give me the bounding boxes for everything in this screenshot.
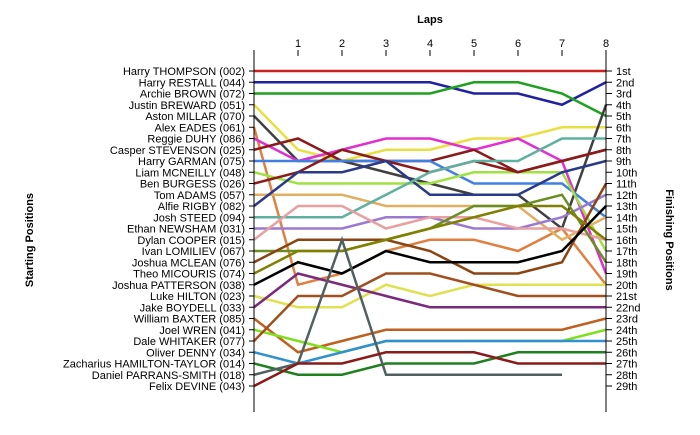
series-line bbox=[253, 182, 608, 275]
series-line bbox=[254, 193, 607, 230]
finishing-position-label: 20th bbox=[616, 280, 637, 292]
finishing-position-label: 6th bbox=[616, 122, 631, 134]
starting-position-label: Josh STEED (094) bbox=[153, 212, 245, 224]
starting-position-label: Zacharius HAMILTON-TAYLOR (014) bbox=[63, 359, 245, 371]
x-axis-title: Laps bbox=[417, 14, 443, 26]
finishing-position-label: 24th bbox=[616, 325, 637, 337]
starting-position-label: Harry THOMPSON (002) bbox=[123, 66, 245, 78]
x-tick-label: 8 bbox=[603, 38, 609, 50]
x-tick-label: 3 bbox=[383, 38, 389, 50]
series-line bbox=[253, 204, 607, 241]
finishing-position-label: 27th bbox=[616, 359, 637, 371]
finishing-position-label: 18th bbox=[616, 257, 637, 269]
series-line bbox=[253, 171, 608, 252]
finishing-position-label: 2nd bbox=[616, 77, 634, 89]
starting-position-label: Dale WHITAKER (077) bbox=[133, 336, 245, 348]
series-line bbox=[253, 235, 562, 376]
starting-position-label: Joel WREN (041) bbox=[159, 325, 245, 337]
x-tick-label: 7 bbox=[559, 38, 565, 50]
finishing-position-label: 12th bbox=[616, 190, 637, 202]
series-line bbox=[253, 272, 606, 342]
series-lines bbox=[252, 69, 608, 388]
starting-position-label: Felix DEVINE (043) bbox=[149, 381, 245, 393]
starting-position-label: Justin BREWARD (051) bbox=[129, 100, 245, 112]
series-line bbox=[254, 159, 607, 219]
starting-position-label: Ivan LOMILIEV (067) bbox=[142, 246, 245, 258]
finishing-position-label: 26th bbox=[616, 347, 637, 359]
series-line bbox=[253, 103, 606, 163]
starting-position-label: Liam MCNEILLY (048) bbox=[135, 167, 245, 179]
finishing-position-label: 16th bbox=[616, 235, 637, 247]
finishing-position-label: 11th bbox=[616, 179, 637, 191]
series-line bbox=[254, 137, 606, 219]
series-line bbox=[253, 159, 607, 207]
series-line bbox=[254, 81, 607, 107]
starting-position-label: Tom ADAMS (057) bbox=[154, 190, 245, 202]
finishing-position-label: 19th bbox=[616, 269, 637, 281]
finishing-position-label: 15th bbox=[616, 224, 637, 236]
starting-position-label: Dylan COOPER (015) bbox=[137, 235, 245, 247]
starting-position-label: Theo MICOURIS (074) bbox=[133, 269, 245, 281]
finishing-position-labels: 1st2nd3rd4th5th6th7th8th9th10th11th12th1… bbox=[606, 66, 640, 393]
series-line bbox=[253, 205, 607, 286]
series-line bbox=[253, 351, 606, 376]
starting-position-label: Reggie DUHY (086) bbox=[147, 134, 245, 146]
starting-position-label: Luke HILTON (023) bbox=[150, 291, 245, 303]
starting-position-label: Aston MILLAR (070) bbox=[145, 111, 245, 123]
finishing-position-label: 28th bbox=[616, 370, 637, 382]
series-line bbox=[253, 204, 607, 275]
series-line bbox=[253, 283, 606, 309]
left-axis-title: Starting Positions bbox=[24, 193, 36, 287]
series-line bbox=[253, 317, 607, 354]
finishing-position-label: 10th bbox=[616, 167, 637, 179]
starting-position-label: Archie BROWN (072) bbox=[140, 89, 245, 101]
finishing-position-label: 13th bbox=[616, 201, 637, 213]
finishing-position-label: 14th bbox=[616, 212, 637, 224]
finishing-position-label: 29th bbox=[616, 381, 637, 393]
x-tick-label: 4 bbox=[427, 38, 433, 50]
starting-position-label: Alex EADES (061) bbox=[155, 122, 245, 134]
right-axis-title: Finishing Positions bbox=[663, 189, 675, 290]
starting-position-label: William BAXTER (085) bbox=[134, 314, 245, 326]
x-tick-label: 1 bbox=[295, 38, 301, 50]
axes bbox=[253, 50, 607, 412]
series-line bbox=[254, 81, 607, 118]
starting-position-label: Daniel PARRANS-SMITH (018) bbox=[92, 370, 245, 382]
finishing-position-label: 7th bbox=[616, 134, 631, 146]
finishing-position-label: 23rd bbox=[616, 314, 638, 326]
finishing-position-label: 1st bbox=[616, 66, 631, 78]
finishing-position-label: 25th bbox=[616, 336, 637, 348]
finishing-position-label: 22nd bbox=[616, 302, 640, 314]
starting-position-label: Ben BURGESS (026) bbox=[140, 179, 245, 191]
starting-position-label: Harry RESTALL (044) bbox=[139, 77, 245, 89]
x-tick-label: 5 bbox=[471, 38, 477, 50]
finishing-position-label: 5th bbox=[616, 111, 631, 123]
finishing-position-label: 21st bbox=[616, 291, 637, 303]
finishing-position-label: 17th bbox=[616, 246, 637, 258]
series-line bbox=[253, 339, 606, 365]
finishing-position-label: 4th bbox=[616, 100, 631, 112]
starting-position-label: Casper STEVENSON (025) bbox=[110, 145, 245, 157]
starting-position-labels: Harry THOMPSON (002)Harry RESTALL (044)A… bbox=[63, 66, 254, 393]
finishing-position-label: 9th bbox=[616, 156, 631, 168]
series-line bbox=[253, 137, 608, 274]
finishing-position-label: 3rd bbox=[616, 89, 632, 101]
finishing-position-label: 8th bbox=[616, 145, 631, 157]
series-line bbox=[253, 148, 607, 185]
series-line bbox=[253, 272, 606, 309]
series-line bbox=[252, 126, 607, 287]
x-tick-label: 6 bbox=[515, 38, 521, 50]
starting-position-label: Alfie RIGBY (082) bbox=[158, 201, 245, 213]
starting-position-label: Joshua MCLEAN (076) bbox=[132, 257, 245, 269]
starting-position-label: Oliver DENNY (034) bbox=[146, 347, 245, 359]
starting-position-label: Harry GARMAN (075) bbox=[138, 156, 245, 168]
starting-position-label: Joshua PATTERSON (038) bbox=[112, 280, 245, 292]
starting-position-label: Jake BOYDELL (033) bbox=[140, 302, 245, 314]
x-tick-label: 2 bbox=[339, 38, 345, 50]
starting-position-label: Ethan NEWSHAM (031) bbox=[127, 224, 245, 236]
x-ticks: 1 2 3 4 5 6 7 8 bbox=[295, 38, 609, 56]
series-line bbox=[253, 351, 606, 388]
